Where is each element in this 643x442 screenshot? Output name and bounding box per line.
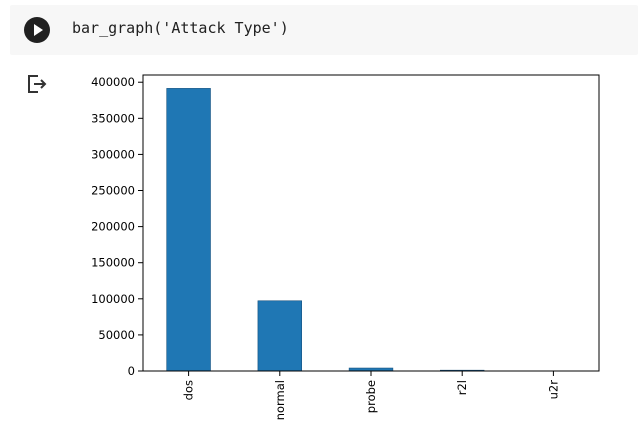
- y-tick-label: 150000: [91, 256, 135, 270]
- y-tick-label: 50000: [98, 328, 135, 342]
- y-tick-label: 100000: [91, 292, 135, 306]
- x-tick-label: probe: [364, 380, 378, 413]
- y-tick-label: 350000: [91, 111, 135, 125]
- output-arrow-icon: [28, 75, 47, 93]
- code-text[interactable]: bar_graph('Attack Type'): [72, 19, 289, 37]
- x-tick-label: normal: [273, 380, 287, 420]
- bar-normal: [257, 300, 302, 372]
- play-icon: [34, 24, 43, 36]
- x-tick-label: r2l: [455, 380, 469, 395]
- y-tick-label: 400000: [91, 75, 135, 89]
- plot-frame: [142, 74, 600, 372]
- y-tick-label: 0: [128, 364, 135, 378]
- run-cell-button[interactable]: [24, 17, 50, 43]
- y-tick-label: 300000: [91, 147, 135, 161]
- x-tick-label: u2r: [546, 380, 560, 400]
- y-tick-label: 250000: [91, 184, 135, 198]
- y-tick-label: 200000: [91, 220, 135, 234]
- code-cell[interactable]: bar_graph('Attack Type'): [10, 5, 638, 55]
- bar-dos: [166, 88, 211, 372]
- x-tick-label: dos: [182, 380, 196, 400]
